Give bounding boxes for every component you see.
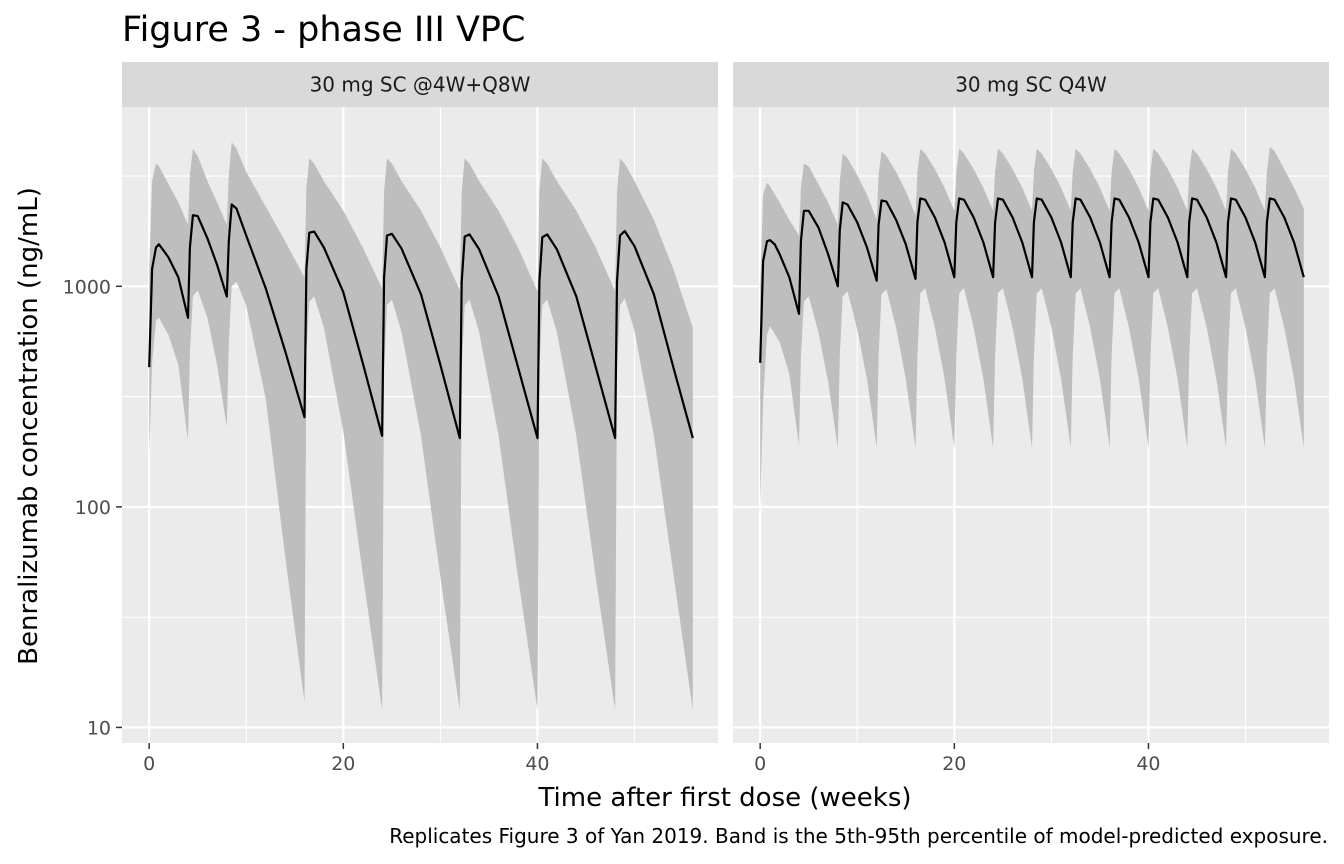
- y-tick-label: 10: [87, 717, 111, 739]
- median-line: [148, 203, 694, 440]
- facet-strip: [733, 62, 1329, 107]
- x-tick-label: 0: [143, 753, 155, 775]
- y-tick-label: 100: [75, 497, 111, 519]
- y-tick-label: 1000: [63, 276, 111, 298]
- x-axis-title: Time after first dose (weeks): [537, 783, 911, 813]
- facet-panels: 30 mg SC @4W+Q8W 30 mg SC Q4W: [122, 62, 1329, 743]
- y-axis: 10 100 1000: [63, 276, 122, 739]
- x-tick-label: 40: [525, 753, 549, 775]
- x-tick-label: 20: [331, 753, 355, 775]
- y-axis-title: Benralizumab concentration (ng/mL): [14, 187, 44, 665]
- x-axis: 0 20 40 0 20 40: [143, 743, 1161, 775]
- median-line: [759, 197, 1305, 363]
- x-tick-label: 20: [942, 753, 966, 775]
- facet-panel: 30 mg SC Q4W: [733, 62, 1329, 743]
- percentile-band: [149, 142, 693, 710]
- chart-title: Figure 3 - phase III VPC: [122, 10, 525, 50]
- x-tick-label: 40: [1136, 753, 1160, 775]
- facet-label: 30 mg SC @4W+Q8W: [310, 73, 531, 97]
- facet-label: 30 mg SC Q4W: [955, 73, 1107, 97]
- facet-strip: [122, 62, 718, 107]
- x-tick-label: 0: [754, 753, 766, 775]
- chart-caption: Replicates Figure 3 of Yan 2019. Band is…: [389, 824, 1328, 848]
- facet-panel: 30 mg SC @4W+Q8W: [122, 62, 718, 743]
- percentile-band: [760, 146, 1304, 507]
